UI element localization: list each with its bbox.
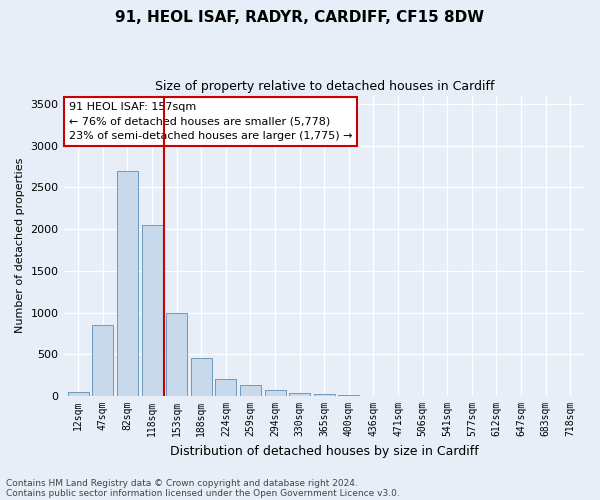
Title: Size of property relative to detached houses in Cardiff: Size of property relative to detached ho…: [155, 80, 494, 93]
Y-axis label: Number of detached properties: Number of detached properties: [15, 158, 25, 334]
Bar: [215, 380, 236, 396]
X-axis label: Distribution of detached houses by size in Cardiff: Distribution of detached houses by size …: [170, 444, 479, 458]
Bar: [92, 325, 113, 396]
Bar: [314, 394, 335, 396]
Text: 91 HEOL ISAF: 157sqm
← 76% of detached houses are smaller (5,778)
23% of semi-de: 91 HEOL ISAF: 157sqm ← 76% of detached h…: [69, 102, 352, 141]
Text: Contains public sector information licensed under the Open Government Licence v3: Contains public sector information licen…: [6, 488, 400, 498]
Bar: [142, 225, 163, 396]
Bar: [240, 385, 261, 396]
Bar: [68, 392, 89, 396]
Text: 91, HEOL ISAF, RADYR, CARDIFF, CF15 8DW: 91, HEOL ISAF, RADYR, CARDIFF, CF15 8DW: [115, 10, 485, 25]
Bar: [117, 170, 138, 396]
Bar: [265, 390, 286, 396]
Bar: [289, 392, 310, 396]
Bar: [166, 312, 187, 396]
Bar: [191, 358, 212, 396]
Text: Contains HM Land Registry data © Crown copyright and database right 2024.: Contains HM Land Registry data © Crown c…: [6, 478, 358, 488]
